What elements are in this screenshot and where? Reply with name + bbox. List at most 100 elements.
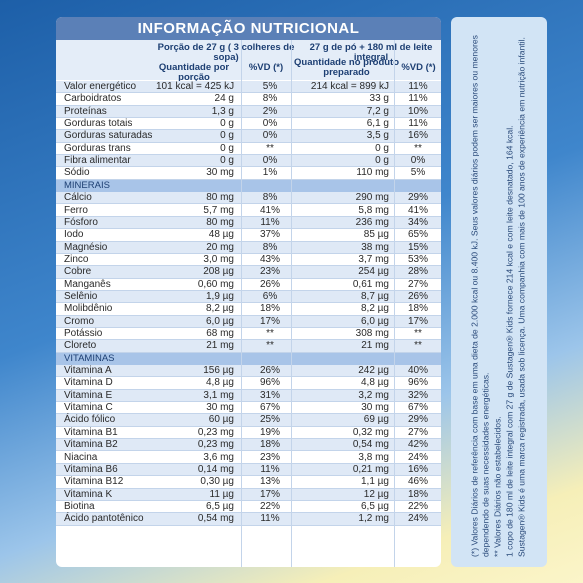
nutrient-name: Biotina: [64, 500, 95, 512]
header: Porção de 27 g ( 3 colheres de sopa): [157, 42, 295, 63]
row-band: [56, 93, 441, 106]
cell: 101 kcal = 425 kJ: [156, 81, 235, 92]
row-band: [56, 241, 441, 254]
cell: 15%: [407, 241, 428, 253]
note: ** Valores Diários não estabelecidos.: [492, 416, 503, 557]
cell: 0,54 mg: [352, 439, 389, 451]
row-band: [56, 328, 441, 341]
nutrient-name: Vitamina D: [64, 377, 113, 389]
table-title: INFORMAÇÃO NUTRICIONAL: [56, 17, 441, 40]
row-band: [56, 130, 441, 143]
cell: 18%: [407, 303, 428, 315]
nutrient-name: Ferro: [64, 204, 88, 216]
nutrient-name: Fósforo: [64, 216, 98, 228]
cell: 20 mg: [206, 241, 234, 253]
cell: 6,0 µg: [360, 315, 389, 327]
cell: 7,2 g: [366, 105, 389, 117]
nutrient-name: Vitamina C: [64, 402, 113, 414]
cell: 11%: [260, 216, 280, 228]
cell: 5%: [262, 81, 278, 92]
cell: 0,32 mg: [352, 426, 389, 438]
cell: 11%: [408, 93, 428, 105]
cell: 0 g: [220, 142, 234, 154]
nutrient-name: Vitamina B6: [64, 463, 118, 475]
cell: 0,30 µg: [200, 476, 234, 488]
cell: 8,2 µg: [205, 303, 234, 315]
cell: 0 g: [220, 130, 234, 142]
cell: **: [266, 328, 274, 339]
notes-panel: (*) Valores Diários de referência com ba…: [451, 17, 547, 567]
cell: 11%: [408, 81, 428, 92]
subheader: %VD (*): [401, 62, 436, 73]
cell: 5,7 mg: [203, 204, 234, 216]
cell: 0,21 mg: [352, 463, 389, 475]
cell: 40%: [407, 365, 428, 377]
nutrient-name: Ácido pantotênico: [64, 513, 144, 525]
nutrient-name: Carboidratos: [64, 93, 122, 105]
cell: 242 µg: [358, 365, 389, 377]
row-band: [56, 192, 441, 205]
nutrient-name: Ácido fólico: [64, 414, 116, 426]
row-band: [56, 402, 441, 415]
cell: 18%: [259, 303, 280, 315]
cell: 0,60 mg: [197, 278, 234, 290]
cell: 1,3 g: [211, 105, 234, 117]
row-band: [56, 81, 441, 94]
cell: 33 g: [369, 93, 389, 105]
cell: 4,8 µg: [360, 377, 389, 389]
nutrient-name: Fibra alimentar: [64, 155, 131, 167]
cell: 3,0 mg: [203, 253, 234, 265]
subheader: Quantidade no produto preparado: [294, 57, 400, 78]
cell: 1,9 µg: [205, 290, 234, 302]
cell: 2%: [262, 105, 278, 117]
cell: 3,1 mg: [203, 389, 234, 401]
row-band: [56, 229, 441, 242]
row-band: [56, 155, 441, 168]
cell: 60 µg: [208, 414, 234, 426]
column-divider: [291, 40, 292, 567]
row-band: [56, 340, 441, 353]
cell: 22%: [407, 500, 428, 512]
cell: 156 µg: [203, 365, 234, 377]
nutrient-name: Vitamina B12: [64, 476, 124, 488]
cell: 6,5 µg: [360, 500, 389, 512]
row-band: [56, 426, 441, 440]
cell: 208 µg: [203, 266, 234, 278]
cell: 22%: [259, 500, 280, 512]
cell: 10%: [407, 105, 428, 117]
cell: 0 g: [375, 142, 389, 154]
cell: 3,6 mg: [203, 451, 234, 463]
cell: 68 mg: [206, 328, 234, 339]
cell: 46%: [407, 476, 428, 488]
cell: 24%: [407, 451, 428, 463]
cell: 24 g: [214, 93, 234, 105]
column-divider: [241, 40, 242, 567]
cell: 27%: [407, 426, 428, 438]
row-band: [56, 488, 441, 501]
cell: 1,2 mg: [358, 513, 389, 525]
cell: 3,7 mg: [358, 253, 389, 265]
cell: 11%: [408, 118, 428, 130]
nutrient-name: Gorduras saturadas: [64, 130, 153, 142]
cell: 42%: [407, 439, 428, 451]
row-band: [56, 278, 441, 291]
cell: 8,7 µg: [360, 290, 389, 302]
cell: 4,8 µg: [205, 377, 234, 389]
cell: 254 µg: [358, 266, 389, 278]
cell: 290 mg: [355, 192, 389, 204]
cell: 8%: [262, 93, 278, 105]
cell: 3,5 g: [366, 130, 389, 142]
subheader: %VD (*): [248, 62, 284, 73]
cell: 8,2 µg: [360, 303, 389, 315]
cell: 85 µg: [363, 229, 389, 241]
cell: 17%: [259, 315, 280, 327]
row-band: [56, 118, 441, 131]
nutrition-table: INFORMAÇÃO NUTRICIONAL Porção de 27 g ( …: [56, 17, 441, 567]
header-band: [56, 40, 441, 80]
row-band: [56, 365, 441, 378]
subheader: Quantidade por porção: [158, 62, 230, 83]
nutrient-name: Iodo: [64, 229, 84, 241]
nutrient-name: Valor energético: [64, 81, 137, 92]
section-band: [56, 179, 441, 193]
cell: 32%: [407, 389, 428, 401]
